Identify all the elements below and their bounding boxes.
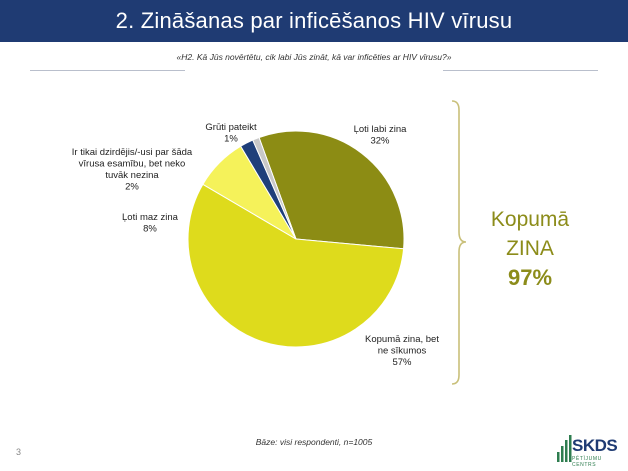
page-number: 3 [16,447,22,457]
summary-line1: Kopumā [490,208,570,231]
pie-slice-1 [187,183,405,348]
summary-line2: ZINA [506,237,554,260]
slice-label-4: Grūti pateikt 1% [205,122,257,145]
pie-labels: Ļoti labi zina 32% Kopumā zina, bet ne sīku… [72,122,440,368]
logo-bars-icon [557,435,572,462]
skds-logo: SKDS PĒTĪJUMU CENTRS [556,432,624,468]
summary-bracket [451,100,467,385]
summary-value: 97% [507,265,553,290]
divider-left [30,70,185,71]
divider-right [443,70,598,71]
logo-subtitle: PĒTĪJUMU CENTRS [572,456,602,468]
pie-slices [187,130,405,348]
slice-label-3: Ir tikai dzirdējis/-usi par šāda vīrusa e… [72,147,193,193]
pie-slice-4 [252,136,297,240]
title-bar: 2. Zināšanas par inficēšanos HIV vīrusu [0,0,628,42]
page-title: 2. Zināšanas par inficēšanos HIV vīrusu [115,8,513,33]
slice-label-0: Ļoti labi zina 32% [354,124,408,147]
pie-slice-0 [258,130,405,250]
logo-name: SKDS [572,436,618,455]
survey-question: «H2. Kā Jūs novērtētu, cik labi Jūs zinā… [176,52,452,62]
slice-label-2: Ļoti maz zina 8% [122,212,179,235]
slice-label-1: Kopumā zina, bet ne sīkumos 57% [365,334,439,368]
summary-box: Kopumā ZINA 97% [470,205,590,292]
base-note: Bāze: visi respondenti, n=1005 [255,437,373,447]
